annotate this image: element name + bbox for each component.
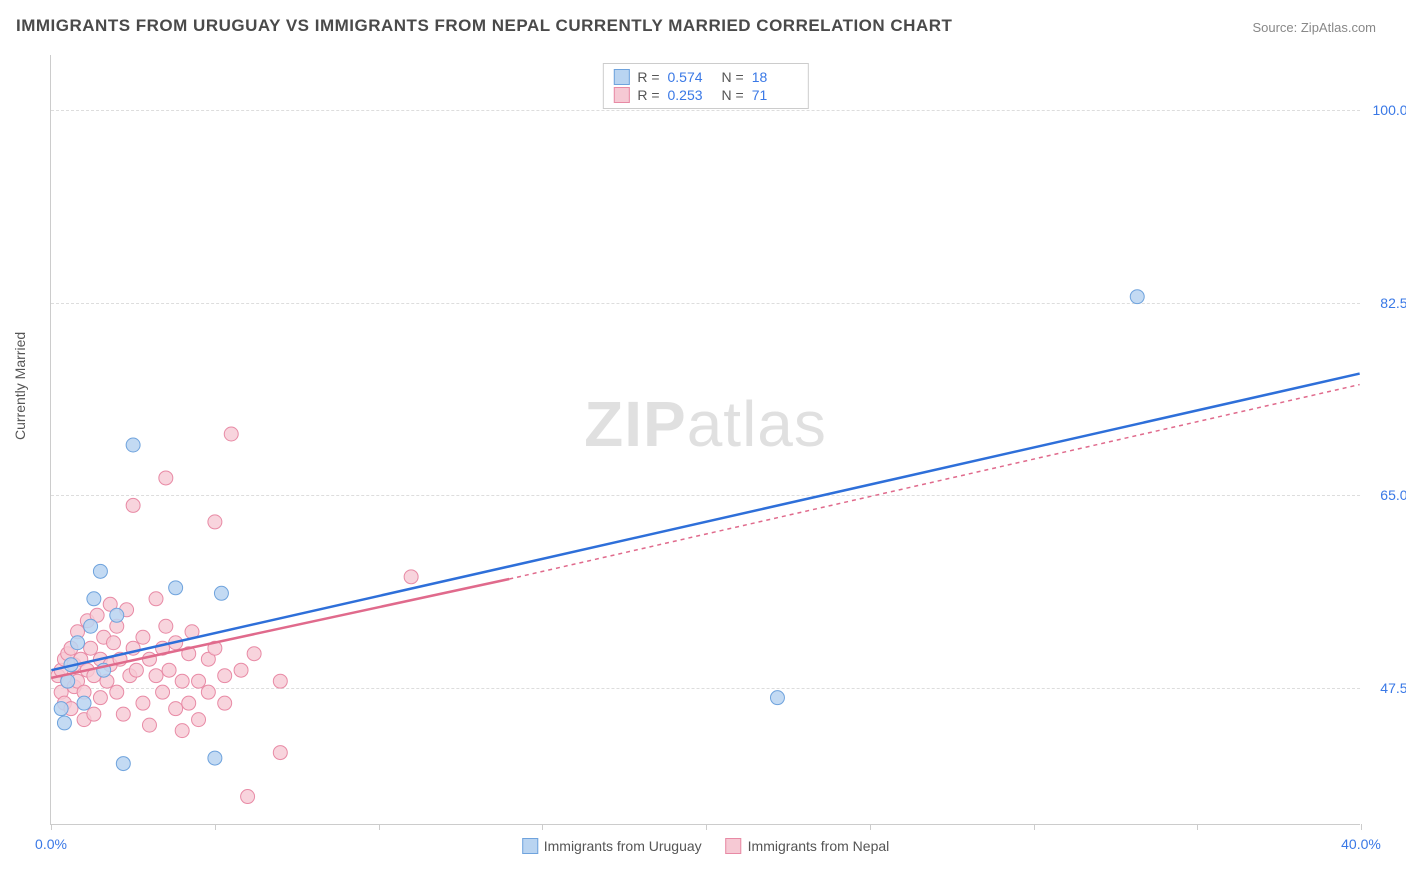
legend-item-nepal: Immigrants from Nepal xyxy=(726,838,890,854)
legend-row-uruguay: R = 0.574 N = 18 xyxy=(613,68,797,86)
y-tick-label: 82.5% xyxy=(1365,295,1406,311)
y-tick-label: 47.5% xyxy=(1365,680,1406,696)
point-nepal xyxy=(169,702,183,716)
point-uruguay xyxy=(214,586,228,600)
point-nepal xyxy=(218,696,232,710)
regression-line-uruguay xyxy=(51,374,1359,671)
point-nepal xyxy=(273,746,287,760)
x-tick xyxy=(51,824,52,830)
legend-label-uruguay: Immigrants from Uruguay xyxy=(544,838,702,854)
point-uruguay xyxy=(54,702,68,716)
n-value-nepal: 71 xyxy=(752,87,798,103)
legend-item-uruguay: Immigrants from Uruguay xyxy=(522,838,702,854)
point-uruguay xyxy=(84,619,98,633)
n-value-uruguay: 18 xyxy=(752,69,798,85)
y-tick-label: 65.0% xyxy=(1365,487,1406,503)
point-nepal xyxy=(159,619,173,633)
point-nepal xyxy=(84,641,98,655)
point-nepal xyxy=(93,691,107,705)
x-tick xyxy=(379,824,380,830)
correlation-legend: R = 0.574 N = 18 R = 0.253 N = 71 xyxy=(602,63,808,109)
point-uruguay xyxy=(770,691,784,705)
plot-svg xyxy=(51,55,1360,824)
point-nepal xyxy=(273,674,287,688)
r-label: R = xyxy=(637,69,659,85)
point-nepal xyxy=(182,696,196,710)
n-label: N = xyxy=(722,87,744,103)
x-tick-label: 40.0% xyxy=(1341,836,1381,852)
point-uruguay xyxy=(116,757,130,771)
point-nepal xyxy=(149,669,163,683)
point-uruguay xyxy=(71,636,85,650)
point-nepal xyxy=(142,652,156,666)
r-label: R = xyxy=(637,87,659,103)
x-tick xyxy=(706,824,707,830)
legend-row-nepal: R = 0.253 N = 71 xyxy=(613,86,797,104)
x-tick xyxy=(215,824,216,830)
x-tick xyxy=(542,824,543,830)
point-nepal xyxy=(247,647,261,661)
point-nepal xyxy=(192,713,206,727)
point-uruguay xyxy=(208,751,222,765)
point-uruguay xyxy=(77,696,91,710)
point-uruguay xyxy=(57,716,71,730)
swatch-nepal-icon xyxy=(726,838,742,854)
point-nepal xyxy=(129,663,143,677)
plot-area: ZIPatlas R = 0.574 N = 18 R = 0.253 N = … xyxy=(50,55,1360,825)
point-nepal xyxy=(224,427,238,441)
r-value-uruguay: 0.574 xyxy=(668,69,714,85)
source-label: Source: ZipAtlas.com xyxy=(1252,20,1376,35)
x-tick xyxy=(1034,824,1035,830)
point-nepal xyxy=(159,471,173,485)
swatch-uruguay xyxy=(613,69,629,85)
point-nepal xyxy=(107,636,121,650)
chart-container: IMMIGRANTS FROM URUGUAY VS IMMIGRANTS FR… xyxy=(0,0,1406,892)
point-nepal xyxy=(208,515,222,529)
point-nepal xyxy=(116,707,130,721)
x-tick xyxy=(1361,824,1362,830)
r-value-nepal: 0.253 xyxy=(668,87,714,103)
series-legend: Immigrants from Uruguay Immigrants from … xyxy=(522,838,890,854)
point-uruguay xyxy=(87,592,101,606)
point-nepal xyxy=(156,685,170,699)
point-nepal xyxy=(241,790,255,804)
chart-title: IMMIGRANTS FROM URUGUAY VS IMMIGRANTS FR… xyxy=(16,16,952,36)
swatch-nepal xyxy=(613,87,629,103)
point-nepal xyxy=(142,718,156,732)
point-uruguay xyxy=(93,564,107,578)
x-tick-label: 0.0% xyxy=(35,836,67,852)
point-nepal xyxy=(175,724,189,738)
point-nepal xyxy=(87,707,101,721)
point-nepal xyxy=(126,498,140,512)
point-nepal xyxy=(192,674,206,688)
n-label: N = xyxy=(722,69,744,85)
point-nepal xyxy=(149,592,163,606)
y-axis-label: Currently Married xyxy=(12,332,28,440)
swatch-uruguay-icon xyxy=(522,838,538,854)
point-uruguay xyxy=(1130,290,1144,304)
point-nepal xyxy=(136,630,150,644)
point-uruguay xyxy=(110,608,124,622)
legend-label-nepal: Immigrants from Nepal xyxy=(748,838,890,854)
x-tick xyxy=(1197,824,1198,830)
point-nepal xyxy=(218,669,232,683)
point-nepal xyxy=(234,663,248,677)
point-uruguay xyxy=(126,438,140,452)
point-nepal xyxy=(110,685,124,699)
point-nepal xyxy=(162,663,176,677)
point-nepal xyxy=(201,685,215,699)
point-nepal xyxy=(136,696,150,710)
x-tick xyxy=(870,824,871,830)
y-tick-label: 100.0% xyxy=(1365,102,1406,118)
point-nepal xyxy=(175,674,189,688)
regression-line-nepal-extrapolated xyxy=(509,385,1359,579)
point-nepal xyxy=(404,570,418,584)
point-uruguay xyxy=(169,581,183,595)
